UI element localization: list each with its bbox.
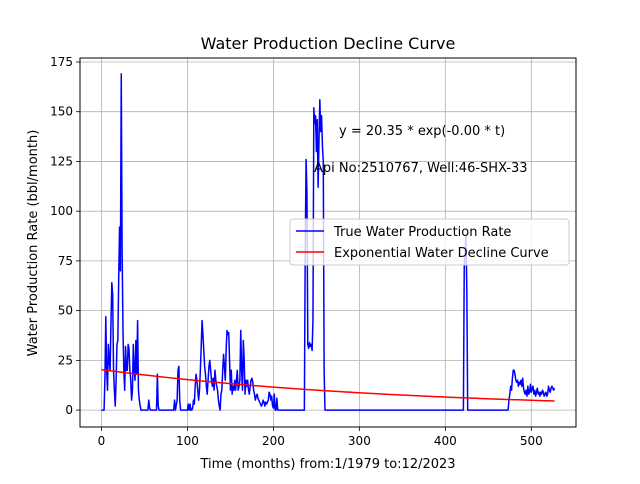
legend-box [289, 218, 570, 266]
y-tick-label: 150 [50, 105, 73, 119]
y-tick-label: 100 [50, 204, 73, 218]
y-tick-label: 75 [58, 254, 73, 268]
well-info-annotation: Api No:2510767, Well:46-SHX-33 [314, 161, 528, 176]
series-layer [101, 73, 556, 411]
fit-equation-annotation: y = 20.35 * exp(-0.00 * t) [339, 124, 505, 139]
x-tick-label: 500 [520, 434, 543, 448]
y-tick-label: 175 [50, 55, 73, 69]
x-tick-label: 400 [434, 434, 457, 448]
legend-label-true-rate: True Water Production Rate [333, 225, 511, 240]
y-tick-label: 0 [65, 403, 73, 417]
y-tick-label: 25 [58, 353, 73, 367]
true-water-rate-line [101, 73, 556, 411]
chart-title: Water Production Decline Curve [201, 34, 456, 53]
y-tick-label: 50 [58, 304, 73, 318]
y-axis-label: Water Production Rate (bbl/month) [26, 130, 41, 357]
y-tick-label: 125 [50, 154, 73, 168]
axis-ticks: 0 100 200 300 400 500 0 25 50 75 100 125 150 175 [50, 55, 543, 448]
x-axis-label: Time (months) from:1/1979 to:12/2023 [199, 457, 455, 472]
legend-label-decline-curve: Exponential Water Decline Curve [334, 246, 549, 261]
x-tick-label: 200 [262, 434, 285, 448]
x-tick-label: 100 [176, 434, 199, 448]
x-tick-label: 300 [348, 434, 371, 448]
x-tick-label: 0 [98, 434, 106, 448]
legend: True Water Production Rate Exponential W… [289, 218, 570, 266]
exponential-decline-curve-line [101, 368, 555, 402]
plot-frame [79, 57, 577, 428]
